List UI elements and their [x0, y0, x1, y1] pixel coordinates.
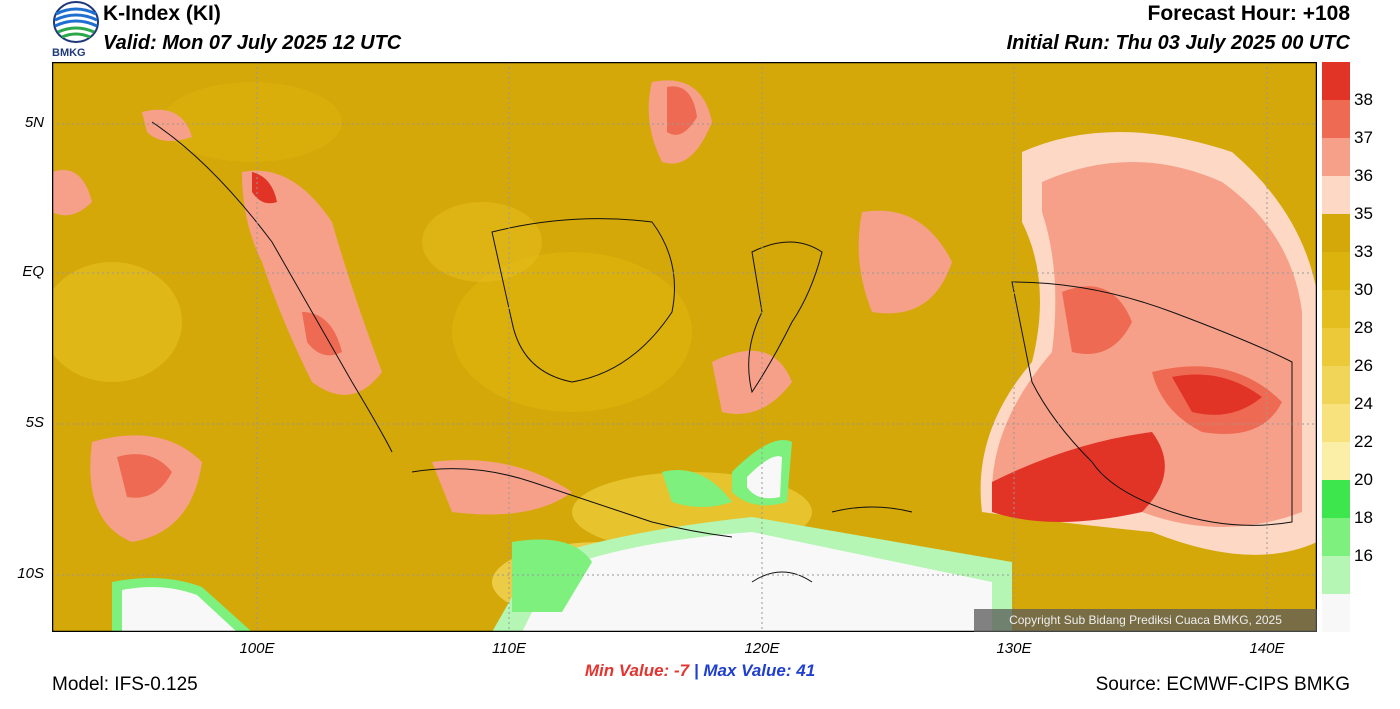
source-info: Source: ECMWF-CIPS BMKG	[1095, 674, 1350, 695]
colorbar-label: 35	[1354, 204, 1373, 223]
chart-title: K-Index (KI)	[103, 2, 221, 25]
min-max-values: Min Value: -7 | Max Value: 41	[0, 661, 1400, 681]
colorbar-label: 16	[1354, 546, 1373, 565]
colorbar-segment	[1322, 328, 1350, 367]
colorbar-segment	[1322, 518, 1350, 557]
lon-label-110e: 110E	[492, 640, 526, 657]
lon-label-100e: 100E	[239, 640, 275, 657]
colorbar-label: 38	[1354, 90, 1373, 109]
separator: |	[693, 661, 699, 680]
min-label: Min Value:	[584, 661, 670, 680]
colorbar-label: 36	[1354, 166, 1373, 185]
colorbar-segment	[1322, 62, 1350, 101]
colorbar-label: 18	[1354, 508, 1373, 527]
colorbar-label: 26	[1354, 356, 1373, 375]
colorbar-segment	[1322, 594, 1350, 632]
colorbar-segment	[1322, 252, 1350, 291]
lon-label-130e: 130E	[996, 640, 1032, 657]
max-label: Max Value:	[703, 661, 792, 680]
model-info: Model: IFS-0.125	[52, 674, 198, 695]
lat-label-5s: 5S	[25, 414, 44, 431]
colorbar-label: 33	[1354, 242, 1373, 261]
lon-label-120e: 120E	[744, 640, 780, 657]
colorbar-label: 28	[1354, 318, 1373, 337]
min-value: -7	[673, 661, 690, 680]
colorbar	[1322, 62, 1350, 632]
max-value: 41	[796, 661, 816, 680]
lat-label-10s: 10S	[17, 565, 44, 582]
valid-time: Valid: Mon 07 July 2025 12 UTC	[103, 32, 402, 54]
lon-label-140e: 140E	[1249, 640, 1285, 657]
initial-run: Initial Run: Thu 03 July 2025 00 UTC	[1006, 32, 1350, 54]
bmkg-logo	[52, 0, 100, 60]
colorbar-segment	[1322, 366, 1350, 405]
logo-text: BMKG	[52, 47, 86, 59]
colorbar-label: 37	[1354, 128, 1373, 147]
colorbar-segment	[1322, 138, 1350, 177]
colorbar-segment	[1322, 404, 1350, 443]
colorbar-segment	[1322, 556, 1350, 595]
graticule	[52, 62, 1317, 632]
colorbar-segment	[1322, 214, 1350, 253]
colorbar-label: 24	[1354, 394, 1373, 413]
copyright-notice: Copyright Sub Bidang Prediksi Cuaca BMKG…	[974, 609, 1317, 632]
coastlines	[151, 121, 1293, 583]
colorbar-segment	[1322, 290, 1350, 329]
colorbar-segment	[1322, 442, 1350, 481]
lat-label-eq: EQ	[22, 263, 44, 280]
colorbar-segment	[1322, 480, 1350, 519]
colorbar-label: 22	[1354, 432, 1373, 451]
colorbar-label: 30	[1354, 280, 1373, 299]
colorbar-label: 20	[1354, 470, 1373, 489]
lat-label-5n: 5N	[24, 114, 44, 131]
k-index-map	[52, 62, 1317, 632]
forecast-hour: Forecast Hour: +108	[1147, 2, 1351, 25]
colorbar-segment	[1322, 176, 1350, 215]
colorbar-segment	[1322, 100, 1350, 139]
